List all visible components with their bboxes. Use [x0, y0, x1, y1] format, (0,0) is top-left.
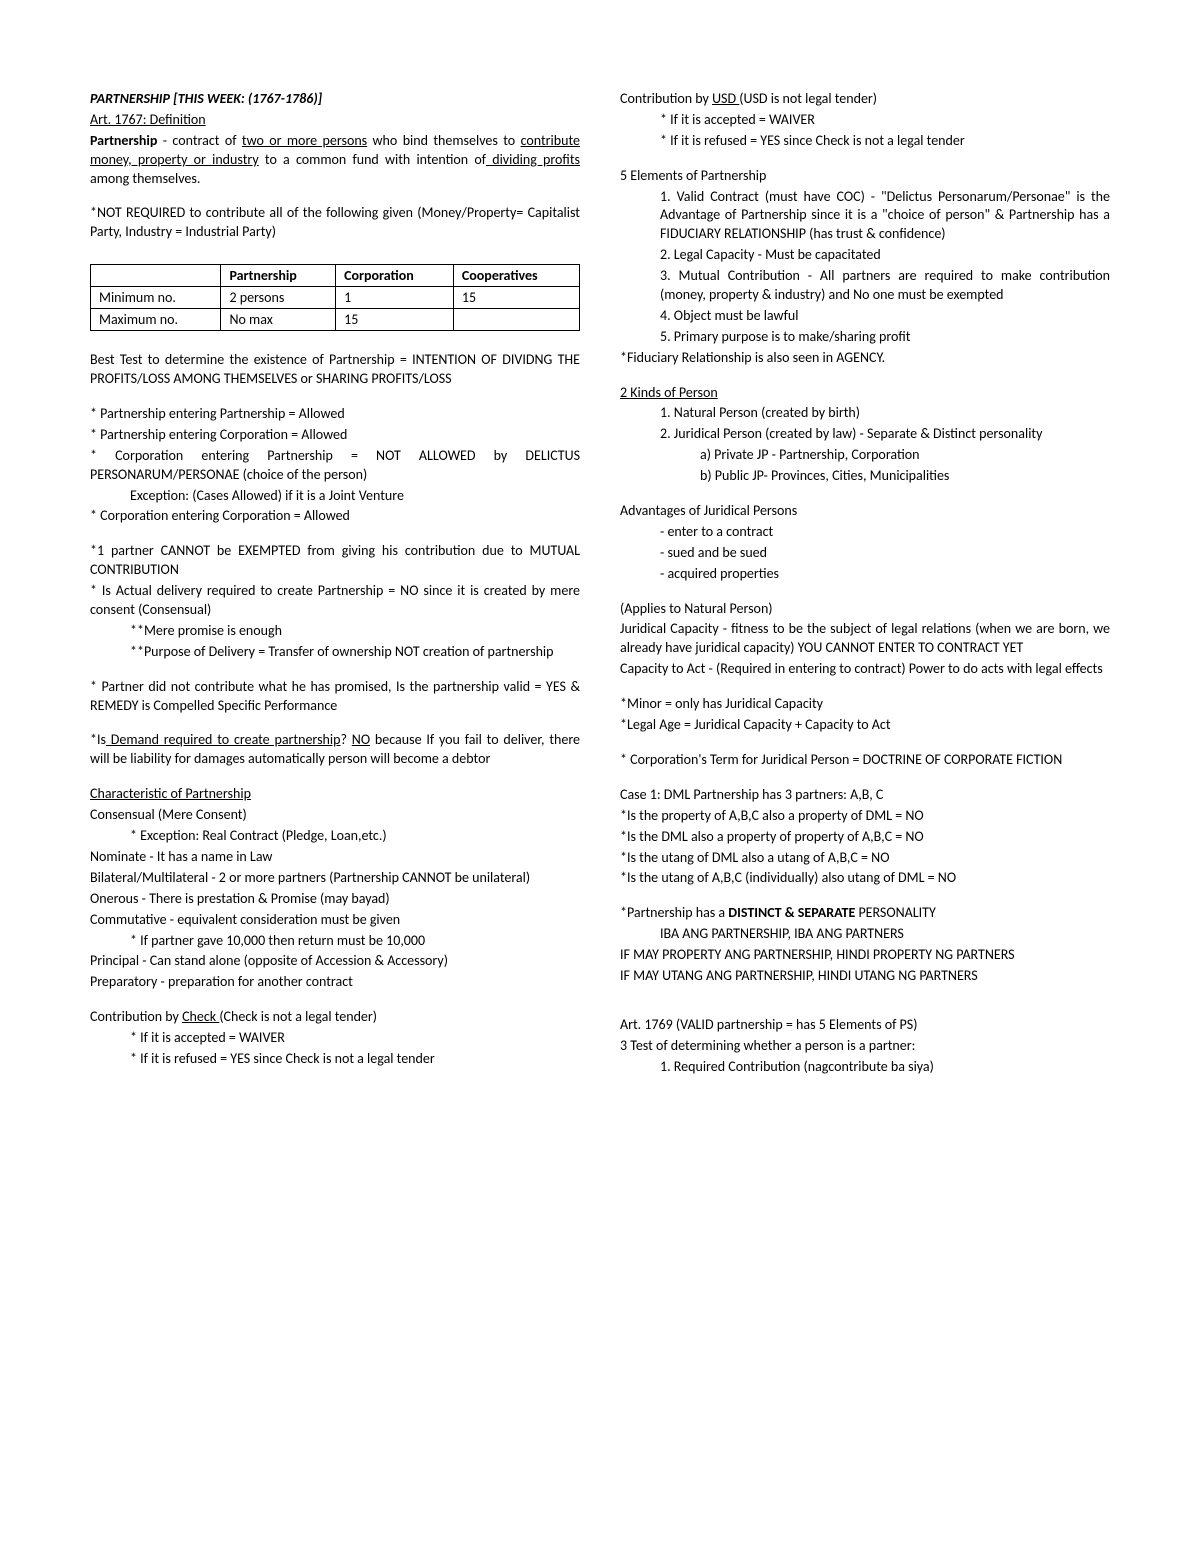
advantage: - enter to a contract — [620, 523, 1110, 542]
fiduciary-note: *Fiduciary Relationship is also seen in … — [620, 349, 1110, 368]
kind: 2. Juridical Person (created by law) - S… — [620, 425, 1110, 444]
characteristic: Preparatory - preparation for another co… — [90, 973, 580, 992]
table-header: Partnership — [221, 265, 336, 287]
table-cell: 15 — [336, 309, 454, 331]
title: PARTNERSHIP [THIS WEEK: (1767-1786)] — [90, 90, 322, 107]
table-cell: No max — [221, 309, 336, 331]
table-cell: 15 — [453, 287, 579, 309]
table-header — [91, 265, 221, 287]
sub-note: **Mere promise is enough — [90, 622, 580, 641]
minor-note: *Minor = only has Juridical Capacity — [620, 695, 1110, 714]
characteristic-example: * If partner gave 10,000 then return mus… — [90, 932, 580, 951]
usd-refused: * If it is refused = YES since Check is … — [620, 132, 1110, 151]
case-item: *Is the utang of DML also a utang of A,B… — [620, 849, 1110, 868]
partnership-definition: Partnership - contract of two or more pe… — [90, 132, 580, 189]
table-cell: Maximum no. — [91, 309, 221, 331]
kind-sub: a) Private JP - Partnership, Corporation — [620, 446, 1110, 465]
characteristic: Nominate - It has a name in Law — [90, 848, 580, 867]
characteristic: Bilateral/Multilateral - 2 or more partn… — [90, 869, 580, 888]
table-header: Corporation — [336, 265, 454, 287]
art-1769: Art. 1769 (VALID partnership = has 5 Ele… — [620, 1016, 1110, 1035]
partner-not-contribute: * Partner did not contribute what he has… — [90, 678, 580, 716]
bullet: * Corporation entering Partnership = NOT… — [90, 447, 580, 485]
case-item: *Is the property of A,B,C also a propert… — [620, 807, 1110, 826]
elements-heading: 5 Elements of Partnership — [620, 167, 1110, 186]
advantages-heading: Advantages of Juridical Persons — [620, 502, 1110, 521]
table-cell: 1 — [336, 287, 454, 309]
characteristic: Consensual (Mere Consent) — [90, 806, 580, 825]
mutual-contribution: *1 partner CANNOT be EXEMPTED from givin… — [90, 542, 580, 580]
utang-note: IF MAY UTANG ANG PARTNERSHIP, HINDI UTAN… — [620, 967, 1110, 986]
kind: 1. Natural Person (created by birth) — [620, 404, 1110, 423]
characteristic: Principal - Can stand alone (opposite of… — [90, 952, 580, 971]
usd-accepted: * If it is accepted = WAIVER — [620, 111, 1110, 130]
comparison-table: Partnership Corporation Cooperatives Min… — [90, 264, 580, 331]
characteristic: Onerous - There is prestation & Promise … — [90, 890, 580, 909]
bullet-exception: Exception: (Cases Allowed) if it is a Jo… — [90, 487, 580, 506]
characteristics-heading: Characteristic of Partnership — [90, 785, 251, 802]
kinds-heading: 2 Kinds of Person — [620, 384, 718, 401]
contribution-check: Contribution by Check (Check is not a le… — [90, 1008, 580, 1027]
check-accepted: * If it is accepted = WAIVER — [90, 1029, 580, 1048]
distinct-personality: *Partnership has a DISTINCT & SEPARATE P… — [620, 904, 1110, 923]
demand-required: *Is Demand required to create partnershi… — [90, 731, 580, 769]
property-note: IF MAY PROPERTY ANG PARTNERSHIP, HINDI P… — [620, 946, 1110, 965]
element: 4. Object must be lawful — [620, 307, 1110, 326]
bullet: * Partnership entering Partnership = All… — [90, 405, 580, 424]
check-refused: * If it is refused = YES since Check is … — [90, 1050, 580, 1069]
contribution-usd: Contribution by USD (USD is not legal te… — [620, 90, 1110, 109]
element: 5. Primary purpose is to make/sharing pr… — [620, 328, 1110, 347]
left-column: PARTNERSHIP [THIS WEEK: (1767-1786)] Art… — [90, 90, 580, 1079]
element: 1. Valid Contract (must have COC) - "Del… — [620, 188, 1110, 245]
bullet: * Partnership entering Corporation = All… — [90, 426, 580, 445]
art-definition: Art. 1767: Definition — [90, 111, 206, 128]
table-cell: 2 persons — [221, 287, 336, 309]
juridical-capacity: Juridical Capacity - fitness to be the s… — [620, 620, 1110, 658]
table-cell: Minimum no. — [91, 287, 221, 309]
table-cell — [453, 309, 579, 331]
test-item: 1. Required Contribution (nagcontribute … — [620, 1058, 1110, 1077]
case-item: *Is the utang of A,B,C (individually) al… — [620, 869, 1110, 888]
element: 2. Legal Capacity - Must be capacitated — [620, 246, 1110, 265]
not-required-note: *NOT REQUIRED to contribute all of the f… — [90, 204, 580, 242]
kind-sub: b) Public JP- Provinces, Cities, Municip… — [620, 467, 1110, 486]
capacity-to-act: Capacity to Act - (Required in entering … — [620, 660, 1110, 679]
characteristic: Commutative - equivalent consideration m… — [90, 911, 580, 930]
actual-delivery: * Is Actual delivery required to create … — [90, 582, 580, 620]
element: 3. Mutual Contribution - All partners ar… — [620, 267, 1110, 305]
distinct-subtitle: IBA ANG PARTNERSHIP, IBA ANG PARTNERS — [620, 925, 1110, 944]
case-item: *Is the DML also a property of property … — [620, 828, 1110, 847]
characteristic-exception: * Exception: Real Contract (Pledge, Loan… — [90, 827, 580, 846]
bullet: * Corporation entering Corporation = All… — [90, 507, 580, 526]
table-header: Cooperatives — [453, 265, 579, 287]
case-heading: Case 1: DML Partnership has 3 partners: … — [620, 786, 1110, 805]
advantage: - acquired properties — [620, 565, 1110, 584]
legal-age-note: *Legal Age = Juridical Capacity + Capaci… — [620, 716, 1110, 735]
best-test: Best Test to determine the existence of … — [90, 351, 580, 389]
advantage: - sued and be sued — [620, 544, 1110, 563]
corporate-fiction: * Corporation's Term for Juridical Perso… — [620, 751, 1110, 770]
sub-note: **Purpose of Delivery = Transfer of owne… — [90, 643, 580, 662]
natural-person-heading: (Applies to Natural Person) — [620, 600, 1110, 619]
right-column: Contribution by USD (USD is not legal te… — [620, 90, 1110, 1079]
test-heading: 3 Test of determining whether a person i… — [620, 1037, 1110, 1056]
document-body: PARTNERSHIP [THIS WEEK: (1767-1786)] Art… — [90, 90, 1110, 1079]
